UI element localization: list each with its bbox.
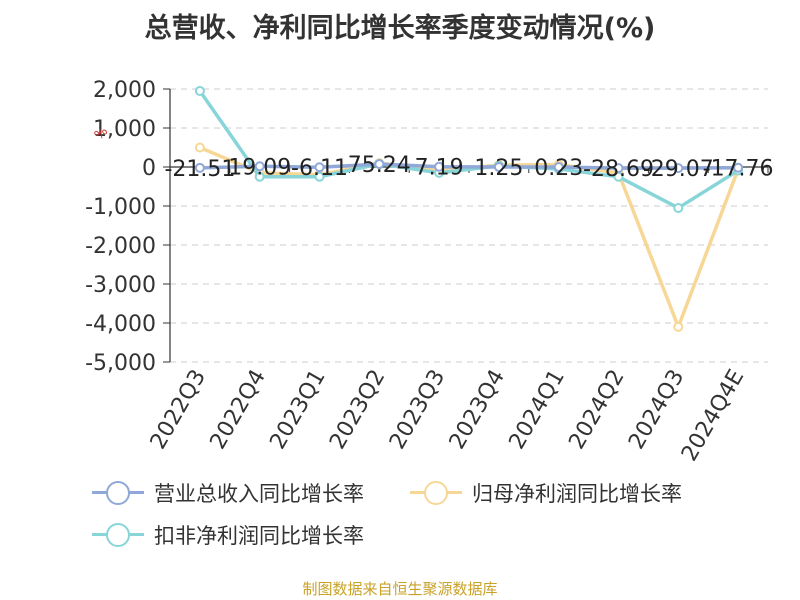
data-label: -17.76 — [703, 157, 774, 182]
x-tick-label: 2023Q2 — [325, 366, 390, 454]
data-point — [194, 142, 205, 153]
data-point — [434, 161, 445, 172]
data-label: -28.69 — [583, 157, 654, 182]
legend-swatch-net-profit — [410, 478, 462, 508]
data-label: -6.11 — [291, 156, 348, 181]
y-tick-label: 1,000 — [93, 117, 156, 142]
x-tick-label: 2024Q3 — [624, 366, 689, 454]
series-lines — [194, 85, 744, 332]
x-tick-label: 2022Q3 — [146, 366, 211, 454]
legend-swatch-revenue — [92, 478, 144, 508]
x-tick-label: 2024Q2 — [564, 366, 629, 454]
data-label: -29.07 — [643, 157, 714, 182]
data-point — [673, 321, 684, 332]
source-footer: 制图数据来自恒生聚源数据库 — [302, 580, 498, 598]
legend-item-revenue[interactable]: 营业总收入同比增长率 — [92, 478, 364, 508]
x-tick-label: 2023Q3 — [385, 365, 450, 453]
data-point — [374, 159, 385, 170]
series-line — [198, 89, 740, 210]
legend-item-net-profit[interactable]: 归母净利润同比增长率 — [410, 478, 682, 508]
x-tick-label: 2023Q1 — [265, 366, 330, 454]
y-tick-label: -1,000 — [85, 195, 156, 220]
y-tick-label: 2,000 — [93, 78, 156, 103]
y-tick-label: 0 — [142, 156, 156, 181]
data-point — [254, 171, 265, 182]
data-label: 7.19 — [415, 156, 464, 181]
data-label: 19.09 — [228, 155, 291, 180]
x-tick-label: 2022Q4 — [206, 366, 271, 454]
data-point — [493, 161, 504, 172]
data-point — [673, 163, 684, 174]
legend-swatch-deducted-profit — [92, 520, 144, 550]
x-tick-label: 2023Q4 — [445, 366, 510, 454]
y-tick-label: -4,000 — [85, 312, 156, 337]
series-line — [199, 162, 739, 170]
legend-label-deducted-profit: 扣非净利润同比增长率 — [154, 524, 364, 548]
data-label: 75.24 — [348, 153, 411, 178]
data-point — [254, 161, 265, 172]
x-tick-label: 2024Q1 — [505, 366, 570, 454]
grid-lines — [170, 88, 768, 363]
data-point — [194, 162, 205, 173]
data-point — [733, 162, 744, 173]
data-point — [553, 161, 564, 172]
axes: 2,000 1,000 0 -1,000 -2,000 -3,000 -4,000 -5,00… — [85, 78, 769, 466]
data-point — [194, 85, 205, 96]
data-label: 0.23 — [534, 156, 583, 181]
data-point — [673, 202, 684, 213]
legend-label-net-profit: 归母净利润同比增长率 — [472, 482, 682, 506]
legend-label-revenue: 营业总收入同比增长率 — [154, 482, 364, 506]
legend-item-deducted-profit[interactable]: 扣非净利润同比增长率 — [92, 520, 364, 550]
y-tick-label: -5,000 — [85, 351, 156, 376]
y-tick-label: -2,000 — [85, 234, 156, 259]
data-point — [314, 171, 325, 182]
data-label: -21.51 — [164, 157, 235, 182]
data-point — [613, 163, 624, 174]
y-tick-label: -3,000 — [85, 273, 156, 298]
data-point — [314, 162, 325, 173]
chart-title: 总营收、净利同比增长率季度变动情况(%) — [144, 13, 656, 44]
data-label: 1.25 — [474, 156, 523, 181]
